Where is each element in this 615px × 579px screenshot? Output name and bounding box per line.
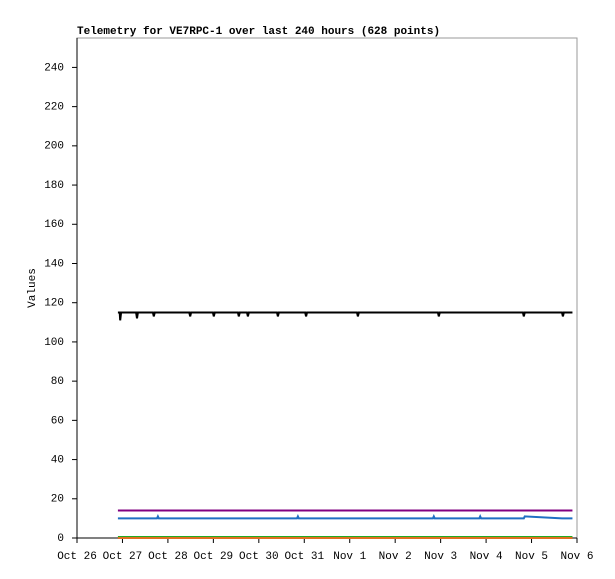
y-tick-label: 40: [51, 454, 64, 466]
x-tick-label: Oct 26: [57, 551, 97, 563]
y-tick-label: 60: [51, 415, 64, 427]
plot-frame: [76, 37, 578, 539]
y-tick-label: 240: [44, 62, 64, 74]
x-tick-label: Nov 1: [333, 551, 366, 563]
x-tick-label: Oct 29: [194, 551, 234, 563]
y-tick-label: 200: [44, 141, 64, 153]
x-tick-label: Oct 31: [284, 551, 324, 563]
x-tick-label: Oct 30: [239, 551, 279, 563]
x-tick-label: Nov 5: [515, 551, 548, 563]
y-tick-label: 180: [44, 180, 64, 192]
y-tick-label: 20: [51, 494, 64, 506]
x-tick-label: Oct 27: [103, 551, 143, 563]
series-line: [117, 311, 573, 321]
y-tick-label: 100: [44, 337, 64, 349]
y-axis-label: Values: [27, 268, 39, 308]
y-tick-label: 220: [44, 102, 64, 114]
y-tick-label: 80: [51, 376, 64, 388]
x-tick-label: Nov 4: [470, 551, 503, 563]
x-tick-label: Nov 3: [424, 551, 457, 563]
x-tick-label: Nov 6: [560, 551, 593, 563]
y-tick-label: 0: [57, 533, 64, 545]
y-tick-label: 140: [44, 258, 64, 270]
series-line: [117, 514, 573, 520]
y-tick-label: 120: [44, 298, 64, 310]
x-tick-label: Oct 28: [148, 551, 188, 563]
y-tick-label: 160: [44, 219, 64, 231]
chart-title: Telemetry for VE7RPC-1 over last 240 hou…: [77, 26, 440, 38]
x-tick-label: Nov 2: [379, 551, 412, 563]
